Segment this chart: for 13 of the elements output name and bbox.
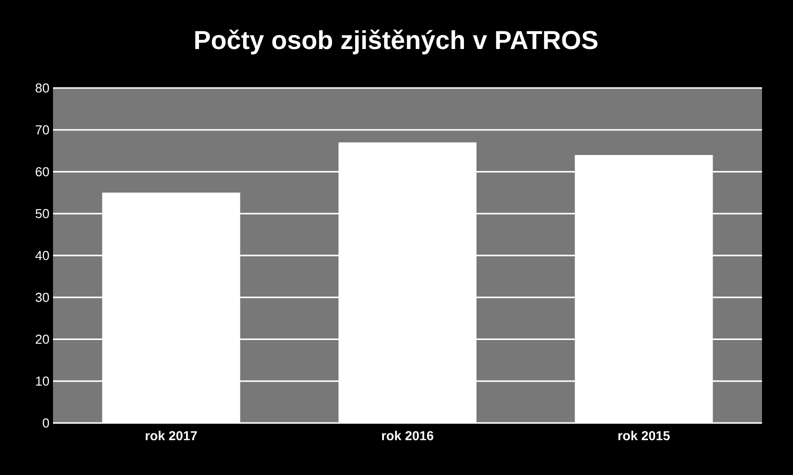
y-tick-label: 70 [36,125,49,134]
x-tick-label: rok 2015 [618,430,670,440]
x-tick-label: rok 2017 [146,430,197,440]
y-tick-label: 40 [35,250,49,260]
y-tick-label: 60 [36,167,49,176]
y-tick-label: 80 [36,83,49,93]
y-tick-label: 20 [36,334,49,344]
x-tick-label: rok 2016 [382,430,434,440]
y-tick-label: 10 [36,376,49,386]
chart-title: Počty osob zjištěných v PATROS [195,30,598,54]
y-tick-label: 0 [42,418,49,428]
y-tick-label: 30 [36,292,49,302]
y-tick-label: 50 [36,209,49,218]
